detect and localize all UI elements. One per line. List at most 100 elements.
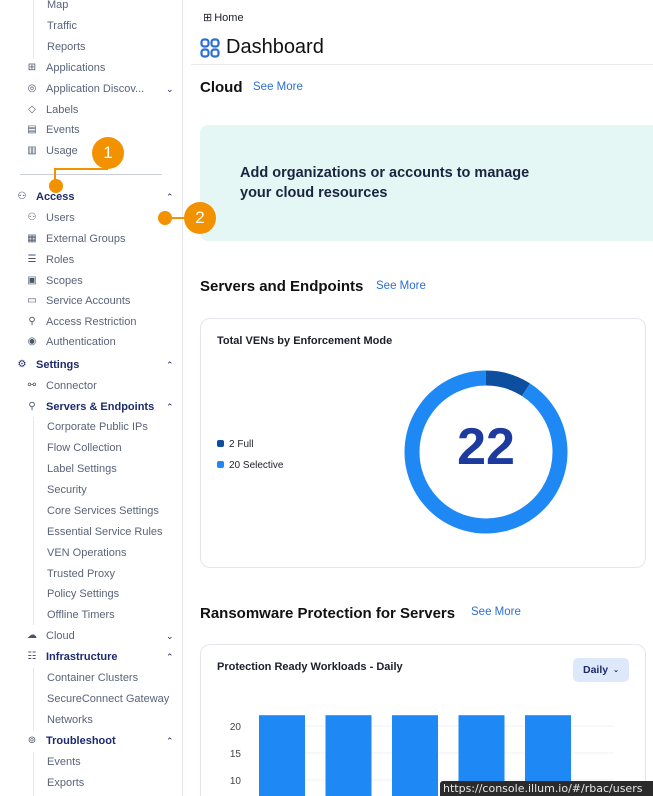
sidebar-item-container-clusters[interactable]: Container Clusters bbox=[0, 668, 182, 688]
marker-connector bbox=[56, 168, 108, 170]
sidebar-item-servers-endpoints[interactable]: ⚲ Servers & Endpoints ⌃ bbox=[0, 397, 182, 417]
donut-total: 22 bbox=[457, 418, 515, 476]
sidebar-item-reports[interactable]: Reports bbox=[0, 37, 182, 57]
chevron-up-icon[interactable]: ⌃ bbox=[166, 359, 174, 370]
sidebar-item-scopes[interactable]: ▣ Scopes bbox=[0, 271, 182, 291]
sidebar-item-label: SecureConnect Gateway bbox=[47, 693, 170, 705]
servers-see-more-link[interactable]: See More bbox=[376, 280, 426, 292]
roles-icon: ☰ bbox=[27, 254, 37, 265]
sidebar-item-label: Users bbox=[46, 212, 75, 224]
sidebar-item-trusted-proxy[interactable]: Trusted Proxy bbox=[0, 564, 182, 584]
sidebar-item-users[interactable]: ⚇ Users bbox=[0, 208, 182, 228]
chevron-down-icon[interactable]: ⌄ bbox=[166, 630, 174, 641]
chevron-up-icon[interactable]: ⌃ bbox=[166, 651, 174, 662]
ven-enforcement-card: Total VENs by Enforcement Mode 2 Full 20… bbox=[200, 318, 646, 568]
annotation-marker-2: 2 bbox=[184, 202, 216, 234]
legend-item-full[interactable]: 2 Full bbox=[217, 434, 283, 455]
protection-ready-card: Protection Ready Workloads - Daily Daily… bbox=[200, 644, 646, 796]
chevron-down-icon[interactable]: ⌄ bbox=[166, 83, 174, 94]
donut-segment[interactable] bbox=[485, 370, 531, 397]
sidebar-item-secureconnect-gateway[interactable]: SecureConnect Gateway bbox=[0, 689, 182, 709]
marker-connector bbox=[54, 168, 56, 182]
cloud-see-more-link[interactable]: See More bbox=[253, 81, 303, 93]
troubleshoot-icon: ⊚ bbox=[27, 735, 37, 746]
chevron-up-icon[interactable]: ⌃ bbox=[166, 191, 174, 202]
sidebar-item-offline-timers[interactable]: Offline Timers bbox=[0, 605, 182, 625]
sidebar-item-label: Map bbox=[47, 0, 69, 11]
y-tick-label: 20 bbox=[230, 722, 242, 733]
breadcrumb[interactable]: ⊞ Home bbox=[203, 11, 244, 25]
sidebar-item-infrastructure[interactable]: ☷ Infrastructure ⌃ bbox=[0, 647, 182, 667]
sidebar-item-core-services-settings[interactable]: Core Services Settings bbox=[0, 501, 182, 521]
sidebar-item-label: Cloud bbox=[46, 630, 75, 642]
bar-chart: 10 15 20 bbox=[230, 715, 614, 796]
sidebar-item-access-restriction[interactable]: ⚲ Access Restriction bbox=[0, 312, 182, 332]
annotation-marker-1: 1 bbox=[92, 137, 124, 169]
access-restriction-icon: ⚲ bbox=[28, 316, 36, 327]
sidebar-item-label-settings[interactable]: Label Settings bbox=[0, 459, 182, 479]
sidebar-item-troubleshoot[interactable]: ⊚ Troubleshoot ⌃ bbox=[0, 731, 182, 751]
sidebar-item-essential-service-rules[interactable]: Essential Service Rules bbox=[0, 522, 182, 542]
sidebar-item-exports[interactable]: Exports bbox=[0, 773, 182, 793]
sidebar-item-label: Flow Collection bbox=[47, 442, 122, 454]
donut-segment[interactable] bbox=[404, 370, 568, 534]
sidebar-item-label: Container Clusters bbox=[47, 672, 139, 684]
cloud-icon: ☁ bbox=[27, 630, 37, 641]
chevron-up-icon[interactable]: ⌃ bbox=[166, 735, 174, 746]
donut-chart bbox=[404, 370, 568, 534]
sidebar-item-security[interactable]: Security bbox=[0, 480, 182, 500]
sidebar-item-events[interactable]: Events bbox=[0, 752, 182, 772]
applications-icon: ⊞ bbox=[27, 62, 37, 73]
sidebar-item-cloud[interactable]: ☁ Cloud ⌄ bbox=[0, 626, 182, 646]
marker-anchor-dot bbox=[49, 179, 63, 193]
sidebar-item-access[interactable]: ⚇ Access ⌃ bbox=[0, 187, 182, 207]
sidebar-item-settings[interactable]: ⚙ Settings ⌃ bbox=[0, 355, 182, 375]
sidebar-item-label: Exports bbox=[47, 777, 85, 789]
sidebar-item-flow-collection[interactable]: Flow Collection bbox=[0, 438, 182, 458]
sidebar-item-label: Access Restriction bbox=[46, 316, 137, 328]
sidebar-item-roles[interactable]: ☰ Roles bbox=[0, 250, 182, 270]
bar[interactable] bbox=[259, 715, 305, 796]
chevron-up-icon[interactable]: ⌃ bbox=[166, 401, 174, 412]
sidebar-item-map[interactable]: Map bbox=[0, 0, 182, 15]
header-divider bbox=[191, 64, 653, 65]
main-content: ⊞ Home Dashboard Cloud See More Add orga… bbox=[183, 0, 653, 796]
card-title: Total VENs by Enforcement Mode bbox=[217, 335, 393, 347]
sidebar-item-label: Applications bbox=[46, 62, 106, 74]
sidebar-item-corporate-public-ips[interactable]: Corporate Public IPs bbox=[0, 417, 182, 437]
sidebar-item-application-discov[interactable]: ◎ Application Discov... ⌄ bbox=[0, 79, 182, 99]
sidebar-item-label: Networks bbox=[47, 714, 93, 726]
sidebar-item-labels[interactable]: ◇ Labels bbox=[0, 100, 182, 120]
sidebar-item-policy-settings[interactable]: Policy Settings bbox=[0, 584, 182, 604]
sidebar-item-events[interactable]: ▤ Events bbox=[0, 120, 182, 140]
status-bar-url: https://console.illum.io/#/rbac/users bbox=[440, 781, 653, 796]
fingerprint-icon: ◉ bbox=[27, 336, 37, 347]
sidebar-item-label: Traffic bbox=[47, 20, 77, 32]
sidebar-item-traffic[interactable]: Traffic bbox=[0, 16, 182, 36]
ransomware-see-more-link[interactable]: See More bbox=[471, 606, 521, 618]
page-title: Dashboard bbox=[226, 36, 324, 58]
bar[interactable] bbox=[392, 715, 438, 796]
tree-line bbox=[33, 417, 34, 625]
sidebar-item-label: Access bbox=[36, 191, 75, 203]
application-discovery-icon: ◎ bbox=[27, 83, 37, 94]
sidebar-item-connector[interactable]: ⚯ Connector bbox=[0, 376, 182, 396]
tree-line bbox=[33, 668, 34, 730]
sidebar-item-applications[interactable]: ⊞ Applications bbox=[0, 58, 182, 78]
sidebar-item-label: VEN Operations bbox=[47, 547, 127, 559]
sidebar-item-usage[interactable]: ▥ Usage bbox=[0, 141, 182, 161]
sidebar-item-service-accounts[interactable]: ▭ Service Accounts bbox=[0, 291, 182, 311]
breadcrumb-home[interactable]: Home bbox=[214, 11, 244, 24]
sidebar-item-ven-operations[interactable]: VEN Operations bbox=[0, 543, 182, 563]
legend-item-selective[interactable]: 20 Selective bbox=[217, 455, 283, 476]
sidebar-item-networks[interactable]: Networks bbox=[0, 710, 182, 730]
sidebar-item-authentication[interactable]: ◉ Authentication bbox=[0, 332, 182, 352]
sidebar-item-label: Events bbox=[46, 124, 80, 136]
bar[interactable] bbox=[325, 715, 372, 796]
sidebar-item-label: Labels bbox=[46, 104, 79, 116]
marker-anchor-dot bbox=[158, 211, 172, 225]
sidebar-item-label: Scopes bbox=[46, 275, 83, 287]
period-dropdown[interactable]: Daily ⌄ bbox=[573, 658, 629, 682]
sidebar-item-external-groups[interactable]: ▦ External Groups bbox=[0, 229, 182, 249]
page-header: Dashboard bbox=[200, 36, 324, 59]
